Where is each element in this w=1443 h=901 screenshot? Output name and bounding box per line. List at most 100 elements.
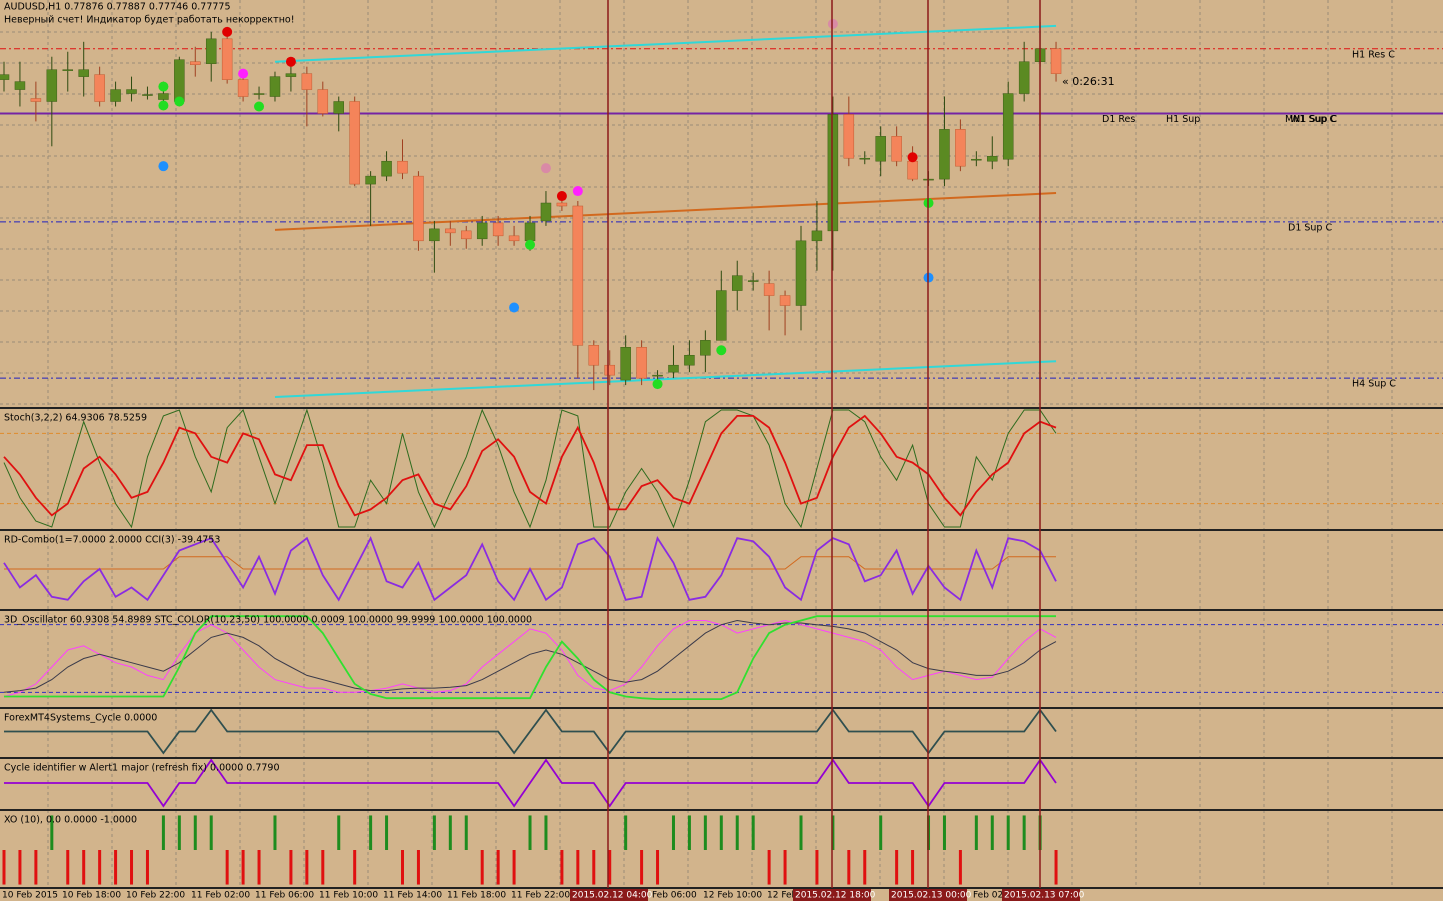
signal-dot: [652, 379, 663, 390]
signal-dot: [158, 100, 169, 111]
x-tick-label: 11 Feb 18:00: [447, 891, 506, 901]
bar: [177, 815, 181, 850]
candle-body: [987, 155, 998, 162]
candle-body: [620, 347, 631, 381]
candle-body: [955, 129, 966, 167]
level-label: H4 Sup C: [1352, 379, 1396, 390]
bar: [895, 850, 899, 885]
bar: [815, 850, 819, 885]
bar: [560, 850, 564, 885]
candle-body: [429, 228, 440, 242]
candle-body: [317, 89, 329, 114]
candle-body: [875, 136, 886, 162]
bar: [847, 850, 851, 885]
bar: [735, 815, 739, 850]
bar: [321, 850, 325, 885]
bar: [1022, 815, 1026, 850]
bar-timer: « 0:26:31: [1062, 75, 1115, 88]
x-tick-label: 10 Feb 18:00: [62, 891, 121, 901]
bar: [863, 850, 867, 885]
signal-dot: [158, 161, 169, 172]
bar: [1054, 850, 1058, 885]
candle-body: [126, 89, 137, 94]
x-tick-label: 10 Feb 22:00: [126, 891, 185, 901]
panel-title: Stoch(3,2,2) 64.9306 78.5259: [4, 413, 147, 424]
candle-body: [731, 275, 743, 291]
bar: [544, 815, 548, 850]
candle-body: [1018, 61, 1030, 94]
bar: [958, 850, 962, 885]
bar: [719, 815, 723, 850]
bar: [1006, 815, 1010, 850]
candle-body: [14, 81, 26, 90]
candle-body: [62, 69, 74, 71]
candle-body: [1050, 48, 1062, 74]
level-label: H1 Sup: [1166, 114, 1200, 125]
signal-dot: [222, 26, 233, 37]
candle-body: [30, 98, 42, 102]
bar: [50, 815, 54, 850]
candle-body: [795, 240, 807, 306]
warning: Неверный счет! Индикатор будет работать …: [4, 15, 295, 26]
candle-body: [907, 160, 918, 180]
bar: [656, 850, 660, 885]
candle-body: [652, 374, 663, 377]
signal-dot: [158, 81, 169, 92]
signal-dot: [556, 191, 567, 202]
candle-body: [572, 205, 584, 346]
x-tick-label: 11 Feb 10:00: [319, 891, 378, 901]
marker-label-bg: [570, 889, 648, 901]
bar: [66, 850, 70, 885]
level-label: MN1 Sup C: [1285, 114, 1337, 125]
bar: [369, 815, 373, 850]
marker-label: 2015.02.13 07:00: [1004, 891, 1085, 901]
bar: [241, 850, 245, 885]
candle-body: [747, 280, 759, 282]
bar: [480, 850, 484, 885]
panel-title: XO (10), 0.0 0.0000 -1.0000: [4, 815, 137, 826]
bar: [209, 815, 213, 850]
bar: [305, 850, 309, 885]
bar: [687, 815, 691, 850]
candle-body: [46, 69, 58, 102]
bar: [225, 850, 229, 885]
bar: [831, 815, 835, 850]
bar: [289, 850, 293, 885]
bar: [576, 850, 580, 885]
bar: [671, 815, 675, 850]
trend-line: [274, 24, 1057, 63]
bar: [751, 815, 755, 850]
candle-body: [636, 347, 647, 379]
level-label: W1 Sup C: [1290, 114, 1337, 125]
candle-body: [142, 94, 153, 96]
x-tick-label: 11 Feb 22:00: [511, 891, 570, 901]
candle-body: [110, 89, 121, 102]
signal-dot: [827, 18, 838, 29]
bar: [879, 815, 883, 850]
signal-dot: [254, 101, 265, 112]
candle-body: [205, 38, 217, 64]
x-tick-label: 11 Feb 02:00: [191, 891, 250, 901]
bar: [145, 850, 149, 885]
signal-dot: [525, 239, 536, 250]
level-label: D1 Sup C: [1288, 222, 1332, 233]
bar: [416, 850, 420, 885]
bar: [448, 815, 452, 850]
candle-body: [588, 345, 600, 366]
bar: [82, 850, 86, 885]
marker-label: 2015.02.13 00:00: [891, 891, 972, 901]
series-line: [4, 758, 1057, 808]
x-tick-label: 11 Feb 06:00: [255, 891, 314, 901]
candle-body: [476, 222, 488, 240]
bar: [161, 815, 165, 850]
series-line: [3, 535, 1057, 602]
bar: [799, 815, 803, 850]
x-tick-label: 10 Feb 2015: [2, 891, 58, 901]
bar: [624, 815, 628, 850]
candle-body: [492, 222, 504, 237]
candle-body: [716, 290, 727, 341]
candle-body: [524, 222, 536, 242]
panel-title: ForexMT4Systems_Cycle 0.0000: [4, 713, 157, 724]
